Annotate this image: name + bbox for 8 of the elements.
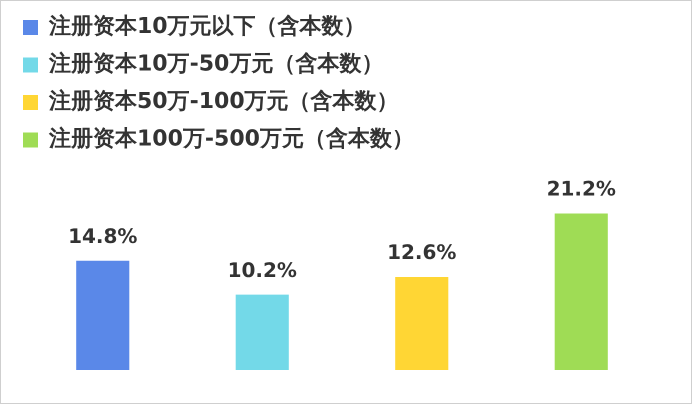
legend-label: 注册资本10万元以下（含本数） (48, 13, 366, 40)
data-label: 10.2% (228, 258, 297, 282)
data-label: 14.8% (68, 224, 138, 248)
legend-label: 注册资本10万-50万元（含本数） (48, 50, 384, 77)
legend-label: 注册资本100万-500万元（含本数） (48, 126, 414, 152)
data-label: 12.6% (387, 240, 456, 264)
legend-label: 注册资本50万-100万元（含本数） (48, 88, 399, 114)
data-label: 21.2% (546, 176, 616, 201)
